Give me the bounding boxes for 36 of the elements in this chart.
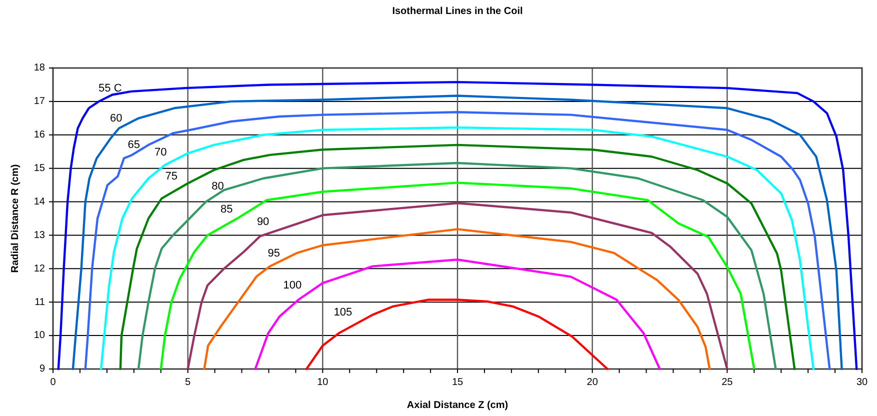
series-label: 85 <box>220 204 233 216</box>
x-tick-label: 0 <box>50 377 56 388</box>
series-label: 60 <box>110 112 122 125</box>
line-series <box>305 298 609 370</box>
y-tick-label: 17 <box>34 96 46 108</box>
line-series <box>254 258 661 370</box>
y-tick-label: 18 <box>34 62 46 74</box>
line-series <box>203 228 711 370</box>
y-axis-title: Radial Distance R (cm) <box>10 164 21 273</box>
series-label: 95 <box>268 248 280 260</box>
chart-title: Isothermal Lines in the Coil <box>392 6 524 17</box>
x-tick-label: 25 <box>722 377 734 388</box>
x-axis-title: Axial Distance Z (cm) <box>406 400 508 411</box>
series-label: 100 <box>283 280 302 292</box>
series-label: 55 C <box>98 82 122 95</box>
line-series <box>186 202 728 370</box>
y-tick-label: 13 <box>34 230 46 241</box>
series-label: 65 <box>128 138 140 151</box>
y-tick-label: 16 <box>34 130 46 141</box>
series-label: 90 <box>256 216 270 228</box>
x-tick-label: 10 <box>317 377 329 388</box>
series-label: 80 <box>212 180 224 193</box>
y-tick-label: 14 <box>34 196 46 208</box>
y-tick-label: 15 <box>34 162 46 174</box>
series-label: 70 <box>154 146 167 159</box>
x-tick-label: 5 <box>185 377 192 388</box>
y-tick-label: 10 <box>34 330 46 342</box>
x-tick-label: 20 <box>586 377 598 388</box>
x-tick-label: 15 <box>452 377 464 388</box>
y-tick-label: 9 <box>39 364 46 375</box>
x-tick-label: 30 <box>856 377 868 388</box>
series-label: 75 <box>165 170 178 183</box>
series-label: 105 <box>334 306 352 319</box>
y-tick-label: 12 <box>34 263 46 274</box>
y-tick-label: 11 <box>34 296 46 308</box>
line-series <box>160 182 756 370</box>
